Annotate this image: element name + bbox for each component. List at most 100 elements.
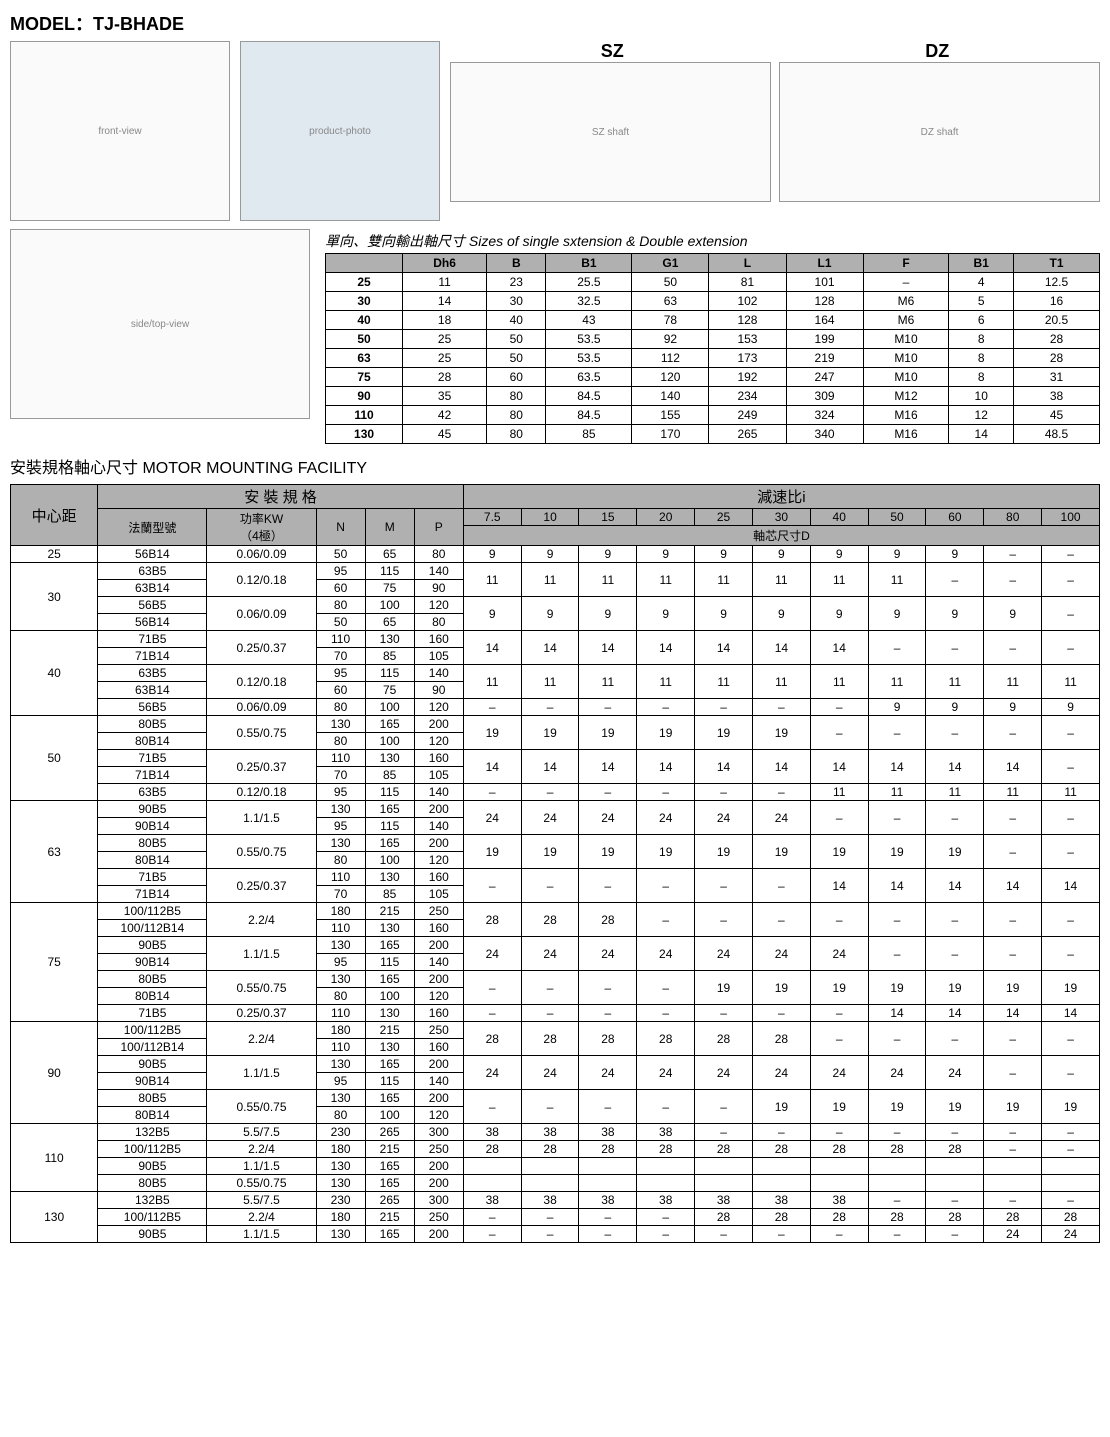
d-cell: 9 <box>579 597 637 631</box>
p-cell: 160 <box>414 1005 463 1022</box>
d-cell: – <box>926 1226 984 1243</box>
ext-cell: 31 <box>1014 368 1100 387</box>
ext-cell: M10 <box>863 349 949 368</box>
d-cell: 24 <box>521 1056 579 1090</box>
d-cell: 9 <box>926 699 984 716</box>
ext-cell: 32.5 <box>546 292 632 311</box>
d-cell <box>752 1158 810 1175</box>
d-cell <box>579 1158 637 1175</box>
flange-cell: 71B5 <box>98 1005 207 1022</box>
d-cell <box>810 1158 868 1175</box>
d-cell: – <box>984 716 1042 750</box>
d-cell: – <box>637 1090 695 1124</box>
col-ratio-7.5: 7.5 <box>463 509 521 526</box>
flange-cell: 132B5 <box>98 1124 207 1141</box>
ext-cell: 101 <box>786 273 863 292</box>
mm-title-en: MOTOR MOUNTING FACILITY <box>142 460 367 477</box>
d-cell: 24 <box>752 937 810 971</box>
flange-cell: 63B14 <box>98 580 207 597</box>
diagram-photo: product-photo <box>240 41 440 221</box>
p-cell: 140 <box>414 665 463 682</box>
mid-section: side/top-view 單向、雙向輸出軸尺寸 Sizes of single… <box>10 229 1100 444</box>
d-cell: 19 <box>752 971 810 1005</box>
ext-cell: 8 <box>949 349 1014 368</box>
m-cell: 100 <box>365 852 414 869</box>
p-cell: 250 <box>414 1209 463 1226</box>
m-cell: 100 <box>365 733 414 750</box>
flange-cell: 80B5 <box>98 971 207 988</box>
ext-cell: 4 <box>949 273 1014 292</box>
ext-cell: 25 <box>403 330 487 349</box>
d-cell <box>637 1175 695 1192</box>
d-cell: – <box>695 903 753 937</box>
n-cell: 70 <box>316 886 365 903</box>
m-cell: 265 <box>365 1192 414 1209</box>
d-cell: 14 <box>695 750 753 784</box>
d-cell: 11 <box>463 665 521 699</box>
p-cell: 90 <box>414 682 463 699</box>
d-cell: – <box>463 1226 521 1243</box>
d-cell: – <box>695 1005 753 1022</box>
d-cell: 11 <box>868 563 926 597</box>
d-cell: – <box>521 784 579 801</box>
p-cell: 200 <box>414 1158 463 1175</box>
kw-cell: 0.55/0.75 <box>207 1175 316 1192</box>
d-cell: – <box>463 869 521 903</box>
d-cell: – <box>984 546 1042 563</box>
d-cell: 9 <box>695 546 753 563</box>
d-cell <box>521 1175 579 1192</box>
ext-cell: 16 <box>1014 292 1100 311</box>
d-cell <box>463 1158 521 1175</box>
d-cell: 28 <box>521 1141 579 1158</box>
d-cell: 24 <box>810 937 868 971</box>
d-cell: – <box>1042 546 1100 563</box>
ext-cell: 249 <box>709 406 786 425</box>
extension-table: Dh6BB1G1LL1FB1T1 25112325.55081101–412.5… <box>325 253 1100 444</box>
ext-cell: 40 <box>326 311 403 330</box>
d-cell: 11 <box>926 784 984 801</box>
kw-cell: 0.55/0.75 <box>207 835 316 869</box>
d-cell: – <box>521 1226 579 1243</box>
d-cell <box>1042 1175 1100 1192</box>
n-cell: 110 <box>316 1039 365 1056</box>
d-cell: 19 <box>752 716 810 750</box>
center-dist-cell: 50 <box>11 716 98 801</box>
d-cell: 28 <box>521 1022 579 1056</box>
flange-cell: 90B5 <box>98 937 207 954</box>
ext-cell: 53.5 <box>546 349 632 368</box>
m-cell: 65 <box>365 546 414 563</box>
ext-row: 25112325.55081101–412.5 <box>326 273 1100 292</box>
d-cell: – <box>1042 631 1100 665</box>
n-cell: 180 <box>316 1022 365 1039</box>
flange-cell: 80B14 <box>98 1107 207 1124</box>
d-cell: 11 <box>579 563 637 597</box>
ext-col-B1: B1 <box>546 254 632 273</box>
p-cell: 200 <box>414 835 463 852</box>
d-cell: 19 <box>1042 971 1100 1005</box>
d-cell: – <box>1042 835 1100 869</box>
n-cell: 130 <box>316 835 365 852</box>
d-cell: 24 <box>463 801 521 835</box>
m-cell: 165 <box>365 801 414 818</box>
d-cell: 11 <box>521 563 579 597</box>
d-cell <box>926 1158 984 1175</box>
kw-cell: 2.2/4 <box>207 903 316 937</box>
d-cell: 28 <box>868 1209 926 1226</box>
d-cell: 38 <box>810 1192 868 1209</box>
d-cell: – <box>695 1226 753 1243</box>
flange-cell: 56B5 <box>98 699 207 716</box>
ext-cell: M12 <box>863 387 949 406</box>
d-cell: – <box>463 784 521 801</box>
d-cell: 11 <box>463 563 521 597</box>
d-cell: 28 <box>579 1022 637 1056</box>
m-cell: 85 <box>365 886 414 903</box>
m-cell: 115 <box>365 665 414 682</box>
n-cell: 110 <box>316 920 365 937</box>
d-cell: – <box>695 869 753 903</box>
d-cell: 11 <box>752 563 810 597</box>
mm-row: 100/112B52.2/4180215250––––2828282828282… <box>11 1209 1100 1226</box>
mm-row: 100/112B52.2/418021525028282828282828282… <box>11 1141 1100 1158</box>
d-cell: – <box>984 1141 1042 1158</box>
ext-cell: 45 <box>1014 406 1100 425</box>
d-cell: – <box>810 1226 868 1243</box>
